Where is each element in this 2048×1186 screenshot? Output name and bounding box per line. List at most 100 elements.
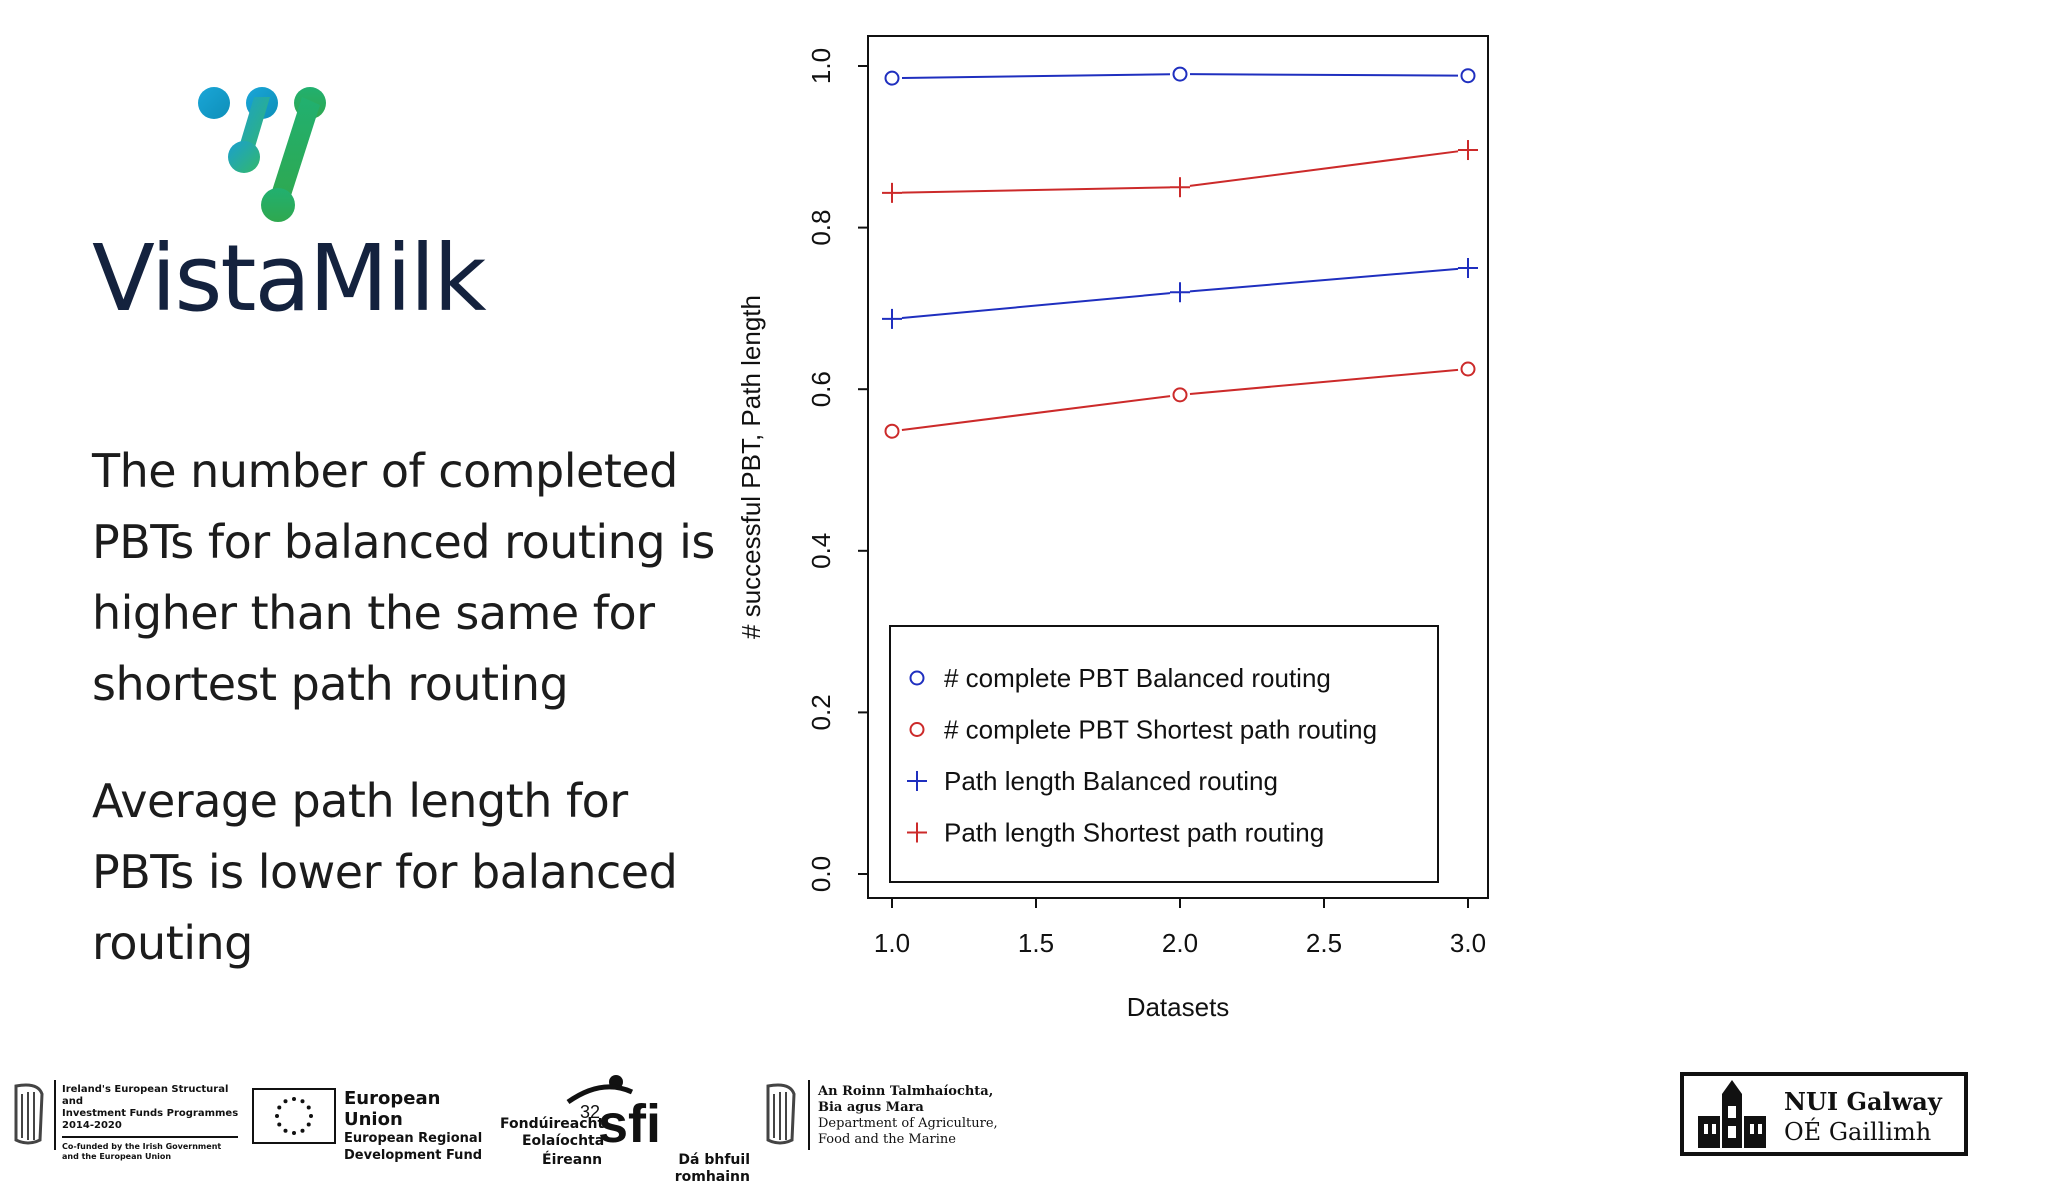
x-axis: 1.0 1.5 2.0 2.5 3.0	[874, 898, 1486, 958]
dept-line1: An Roinn Talmhaíochta,	[818, 1084, 994, 1099]
dept-line4: Food and the Marine	[818, 1132, 956, 1147]
bullet-text: Average path length for PBTs is lower fo…	[92, 774, 678, 970]
legend-marker	[907, 771, 927, 791]
eu-star-icon	[292, 1131, 296, 1135]
legend-box	[889, 625, 1439, 883]
data-point	[1458, 258, 1478, 278]
data-point	[884, 423, 900, 439]
university-building-icon	[1688, 1076, 1776, 1152]
eu-sub1: European Regional	[344, 1131, 483, 1146]
x-tick-label: 2.5	[1306, 928, 1342, 958]
eu-star-icon	[300, 1128, 305, 1133]
nui-irish-name: OÉ Gaillimh	[1784, 1118, 1932, 1146]
data-point	[1460, 68, 1476, 84]
series-group	[882, 66, 1478, 439]
data-point	[1170, 177, 1190, 198]
nui-name: NUI Galway	[1784, 1087, 1942, 1116]
y-tick-label: 0.2	[806, 694, 836, 730]
esif-cofund1: Co-funded by the Irish Government	[62, 1142, 222, 1151]
data-point	[1170, 282, 1190, 303]
bullet-list: The number of completed PBTs for balance…	[92, 436, 732, 1025]
legend-marker	[909, 670, 925, 686]
eu-star-icon	[300, 1099, 305, 1104]
series-line-segment	[1189, 368, 1459, 395]
y-tick-label: 0.6	[806, 371, 836, 407]
legend-label: Path length Shortest path routing	[944, 818, 1324, 848]
data-point	[882, 182, 902, 203]
eu-star-icon	[283, 1099, 288, 1104]
eu-title: European Union	[344, 1088, 441, 1130]
line-chart: 0.0 0.2 0.4 0.6 0.8 1.0 1.0 1.5 2.0 2.5 3.0 # suc…	[736, 35, 1489, 1022]
sfi-logo: Fondúireacht Eolaíochta 32 sfi Éireann D…	[500, 1072, 750, 1185]
eu-logo: European Union European Regional Develop…	[252, 1088, 497, 1163]
data-point	[1460, 361, 1476, 377]
x-axis-label: Datasets	[1127, 992, 1230, 1022]
y-tick-label: 0.4	[806, 533, 836, 569]
y-tick-label: 0.0	[806, 856, 836, 892]
y-tick-label: 0.8	[806, 210, 836, 246]
series-line-segment	[901, 73, 1171, 79]
nui-galway-logo: NUI Galway OÉ Gaillimh	[1680, 1072, 1968, 1156]
x-tick-label: 2.0	[1162, 928, 1198, 958]
sfi-number: 32	[580, 1102, 600, 1122]
x-tick-label: 1.5	[1018, 928, 1054, 958]
y-axis-label: # successful PBT, Path length	[736, 295, 766, 639]
series-line-segment	[1189, 73, 1459, 77]
esif-line2: Investment Funds Programmes	[62, 1108, 239, 1119]
legend-marker	[909, 722, 925, 737]
legend-label: # complete PBT Shortest path routing	[944, 715, 1377, 745]
divider	[808, 1080, 810, 1150]
eu-star-icon	[277, 1122, 282, 1127]
esif-line3: 2014-2020	[62, 1120, 122, 1131]
data-point	[1172, 66, 1188, 82]
series-line-segment	[901, 395, 1171, 431]
series-4	[882, 140, 1478, 203]
y-axis: 0.0 0.2 0.4 0.6 0.8 1.0	[806, 48, 868, 892]
eu-star-icon	[309, 1114, 313, 1118]
harp-icon	[14, 1083, 44, 1145]
data-point	[884, 70, 900, 86]
esif-logo: Ireland's European Structural and Invest…	[8, 1080, 248, 1161]
vistamilk-logo: VistaMilk	[92, 85, 487, 325]
series-3	[882, 258, 1478, 329]
vistamilk-logo-text: VistaMilk	[92, 225, 487, 332]
bullet-text: The number of completed PBTs for balance…	[92, 444, 715, 711]
series-line-segment	[901, 292, 1171, 319]
sfi-logo-text: sfi	[598, 1094, 661, 1144]
vistamilk-logo-mark-icon	[198, 87, 326, 222]
eu-star-icon	[292, 1097, 296, 1101]
x-tick-label: 3.0	[1450, 928, 1486, 958]
y-tick-label: 1.0	[806, 48, 836, 84]
divider	[54, 1080, 56, 1150]
eu-flag-icon	[252, 1088, 336, 1144]
series-line-segment	[901, 186, 1171, 194]
esif-cofund2: and the European Union	[62, 1152, 172, 1161]
eu-star-icon	[277, 1105, 282, 1110]
dept-agriculture-logo: An Roinn Talmhaíochta, Bia agus Mara Dep…	[760, 1080, 1010, 1150]
eu-star-icon	[306, 1105, 311, 1110]
legend-label: Path length Balanced routing	[944, 766, 1278, 796]
data-point	[1458, 140, 1478, 161]
series-2	[884, 361, 1476, 439]
plot-area-frame	[867, 35, 1489, 899]
data-point	[1172, 387, 1188, 403]
eu-sub2: Development Fund	[344, 1148, 482, 1163]
sfi-line1: Fondúireacht	[500, 1116, 605, 1132]
sfi-tagline: Dá bhfuil romhainn	[674, 1152, 750, 1185]
eu-star-icon	[283, 1128, 288, 1133]
eu-star-icon	[275, 1114, 279, 1118]
sfi-line2: Eolaíochta	[521, 1133, 605, 1149]
legend-marker	[907, 822, 927, 843]
sfi-line3: Éireann	[542, 1152, 603, 1168]
series-line-segment	[1189, 150, 1459, 187]
x-tick-label: 1.0	[874, 928, 910, 958]
legend-label: # complete PBT Balanced routing	[944, 663, 1331, 693]
series-line-segment	[1189, 267, 1459, 293]
dept-line2: Bia agus Mara	[818, 1100, 924, 1115]
harp-icon	[766, 1083, 796, 1145]
legend: # complete PBT Balanced routing # complet…	[889, 625, 1439, 883]
dept-line3: Department of Agriculture,	[818, 1116, 998, 1131]
divider	[62, 1136, 238, 1138]
data-point	[882, 308, 902, 329]
eu-star-icon	[306, 1122, 311, 1127]
